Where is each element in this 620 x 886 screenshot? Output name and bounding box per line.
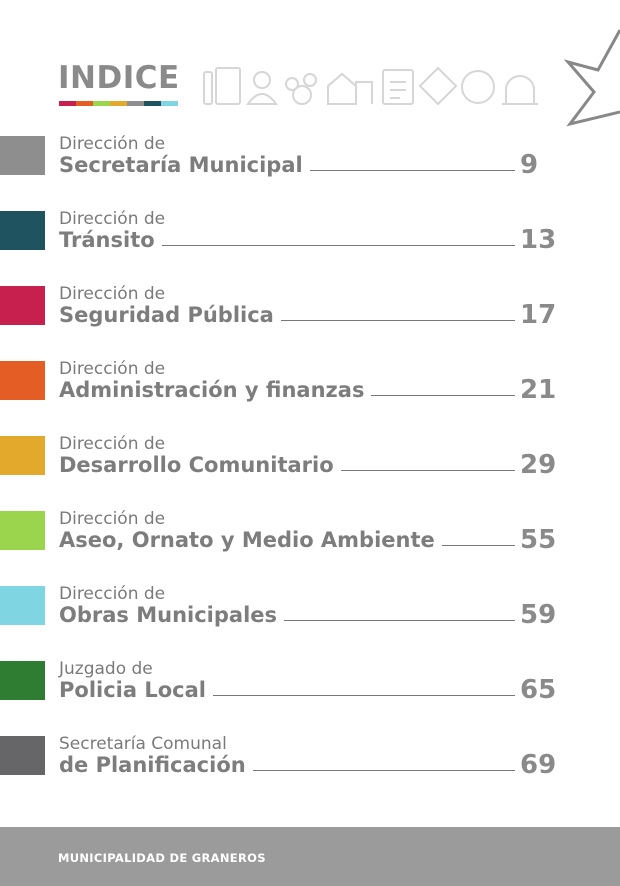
entry-prefix: Dirección de [59, 209, 166, 229]
entry-prefix: Secretaría Comunal [59, 734, 227, 754]
entry-line: Aseo, Ornato y Medio Ambiente [59, 528, 515, 552]
index-entry: Dirección de Seguridad Pública 17 [0, 284, 620, 344]
color-swatch [0, 211, 45, 250]
leader-line [340, 470, 515, 471]
page-number: 69 [520, 750, 557, 780]
title: INDICE [58, 60, 180, 96]
leader-line [212, 695, 515, 696]
entry-name: Secretaría Municipal [59, 153, 303, 177]
leader-line [309, 170, 515, 171]
icons [203, 66, 538, 106]
entry-prefix: Dirección de [59, 584, 166, 604]
index-entry: Dirección de Secretaría Municipal 9 [0, 134, 620, 194]
entry-prefix: Dirección de [59, 284, 166, 304]
index-entry: Dirección de Obras Municipales 59 [0, 584, 620, 644]
color-swatch [0, 736, 45, 775]
entry-name: Tránsito [59, 228, 155, 252]
entry-prefix: Dirección de [59, 509, 166, 529]
entry-line: Tránsito [59, 228, 515, 252]
leader-line [441, 545, 515, 546]
entry-name: Desarrollo Comunitario [59, 453, 334, 477]
footer: MUNICIPALIDAD DE GRANEROS [0, 827, 620, 886]
color-swatch [0, 586, 45, 625]
entry-name: Administración y finanzas [59, 378, 365, 402]
color-bar-segment [161, 101, 178, 106]
entry-name: Seguridad Pública [59, 303, 274, 327]
color-swatch [0, 136, 45, 175]
page-number: 21 [520, 375, 557, 405]
entry-line: Secretaría Municipal [59, 153, 515, 177]
entry-prefix: Dirección de [59, 359, 166, 379]
footer-text: MUNICIPALIDAD DE GRANEROS [58, 851, 266, 865]
page-number: 55 [520, 525, 557, 555]
leader-line [371, 395, 515, 396]
index-entry: Secretaría Comunal de Planificación 69 [0, 734, 620, 794]
color-bar-segment [59, 101, 76, 106]
color-swatch [0, 286, 45, 325]
leader-line [252, 770, 515, 771]
leader-line [280, 320, 515, 321]
star [563, 29, 620, 127]
entry-line: Administración y finanzas [59, 378, 515, 402]
entry-line: Policia Local [59, 678, 515, 702]
color-bar-segment [127, 101, 144, 106]
color-swatch [0, 361, 45, 400]
entry-prefix: Dirección de [59, 134, 166, 154]
page-number: 13 [520, 225, 557, 255]
index-entry: Dirección de Tránsito 13 [0, 209, 620, 269]
color-bar-segment [93, 101, 110, 106]
color-swatch [0, 436, 45, 475]
color-swatch [0, 511, 45, 550]
entry-name: Aseo, Ornato y Medio Ambiente [59, 528, 435, 552]
entry-name: Obras Municipales [59, 603, 278, 627]
leader-line [161, 245, 515, 246]
entry-line: de Planificación [59, 753, 515, 777]
page-number: 17 [520, 300, 557, 330]
entry-prefix: Dirección de [59, 434, 166, 454]
color-bar-segment [76, 101, 93, 106]
entry-line: Seguridad Pública [59, 303, 515, 327]
color-bar [59, 101, 178, 106]
entry-line: Desarrollo Comunitario [59, 453, 515, 477]
index-entry: Dirección de Administración y finanzas 21 [0, 359, 620, 419]
page-number: 29 [520, 450, 557, 480]
page-number: 59 [520, 600, 557, 630]
leader-line [284, 620, 515, 621]
color-bar-segment [144, 101, 161, 106]
page-number: 9 [520, 150, 539, 180]
color-bar-segment [110, 101, 127, 106]
entry-line: Obras Municipales [59, 603, 515, 627]
index-entry: Juzgado de Policia Local 65 [0, 659, 620, 719]
entry-name: Policia Local [59, 678, 206, 702]
entry-name: de Planificación [59, 753, 246, 777]
color-swatch [0, 661, 45, 700]
page-number: 65 [520, 675, 557, 705]
decoration [203, 29, 620, 127]
index-entry: Dirección de Aseo, Ornato y Medio Ambient… [0, 509, 620, 569]
entry-prefix: Juzgado de [59, 659, 153, 679]
index-entry: Dirección de Desarrollo Comunitario 29 [0, 434, 620, 494]
